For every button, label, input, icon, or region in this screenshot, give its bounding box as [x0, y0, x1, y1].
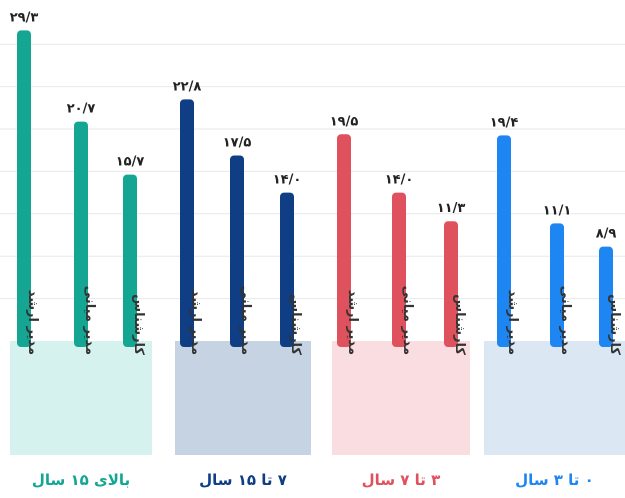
- bar: [230, 155, 244, 347]
- category-label: مدیر ارشد: [345, 290, 360, 355]
- category-label: کارشناس: [452, 294, 467, 355]
- category-band: [175, 341, 311, 455]
- value-label: ۱۱/۱: [543, 203, 572, 218]
- category-label: کارشناس: [131, 294, 146, 355]
- category-label: مدیر میانی: [558, 286, 573, 355]
- bar: [444, 221, 458, 347]
- bar: [180, 99, 194, 347]
- value-label: ۱۹/۵: [330, 114, 359, 129]
- value-label: ۱۱/۳: [437, 201, 466, 216]
- group-label: ۰ تا ۳ سال: [515, 471, 594, 489]
- value-label: ۱۷/۵: [223, 136, 252, 151]
- group-labels: بالای ۱۵ سال ۷ تا ۱۵ سال ۳ تا ۷ سال ۰ تا ۳ …: [32, 471, 594, 489]
- value-label: ۲۲/۸: [173, 79, 202, 94]
- category-bands: [10, 341, 625, 455]
- value-label: ۱۴/۰: [273, 173, 302, 188]
- category-band: [484, 341, 625, 455]
- bar: [497, 135, 511, 347]
- category-band: [10, 341, 152, 455]
- bars: [17, 30, 613, 347]
- category-label: مدیر ارشد: [25, 290, 40, 355]
- category-label: مدیر ارشد: [505, 290, 520, 355]
- bar: [599, 246, 613, 347]
- category-band: [332, 341, 470, 455]
- bar: [392, 192, 406, 347]
- bar: [550, 223, 564, 347]
- category-label: کارشناس: [607, 294, 622, 355]
- value-label: ۸/۹: [596, 227, 617, 242]
- bar: [17, 30, 31, 347]
- category-label: مدیر میانی: [82, 286, 97, 355]
- category-label: مدیر ارشد: [188, 290, 203, 355]
- category-label: مدیر میانی: [400, 286, 415, 355]
- gridlines: [0, 43, 625, 300]
- bar: [74, 121, 88, 347]
- value-labels: ۲۹/۳ ۲۰/۷ ۱۵/۷ ۲۲/۸ ۱۷/۵ ۱۴/۰ ۱۹/۵ ۱۴/۰ ۱۱/۳ ۱۹/۴…: [10, 10, 617, 241]
- value-label: ۱۴/۰: [385, 173, 414, 188]
- category-label: مدیر میانی: [238, 286, 253, 355]
- group-label: ۳ تا ۷ سال: [362, 471, 441, 489]
- category-labels: مدیر ارشد مدیر میانی کارشناس مدیر ارشد مدیر …: [25, 286, 622, 356]
- value-label: ۲۹/۳: [10, 10, 39, 25]
- bar: [337, 134, 351, 347]
- group-label: بالای ۱۵ سال: [32, 471, 130, 489]
- category-label: کارشناس: [288, 294, 303, 355]
- bar: [123, 174, 137, 347]
- value-label: ۱۹/۴: [490, 115, 519, 130]
- value-label: ۱۵/۷: [116, 155, 145, 170]
- bar: [280, 192, 294, 347]
- value-label: ۲۰/۷: [67, 102, 96, 117]
- group-label: ۷ تا ۱۵ سال: [199, 471, 287, 489]
